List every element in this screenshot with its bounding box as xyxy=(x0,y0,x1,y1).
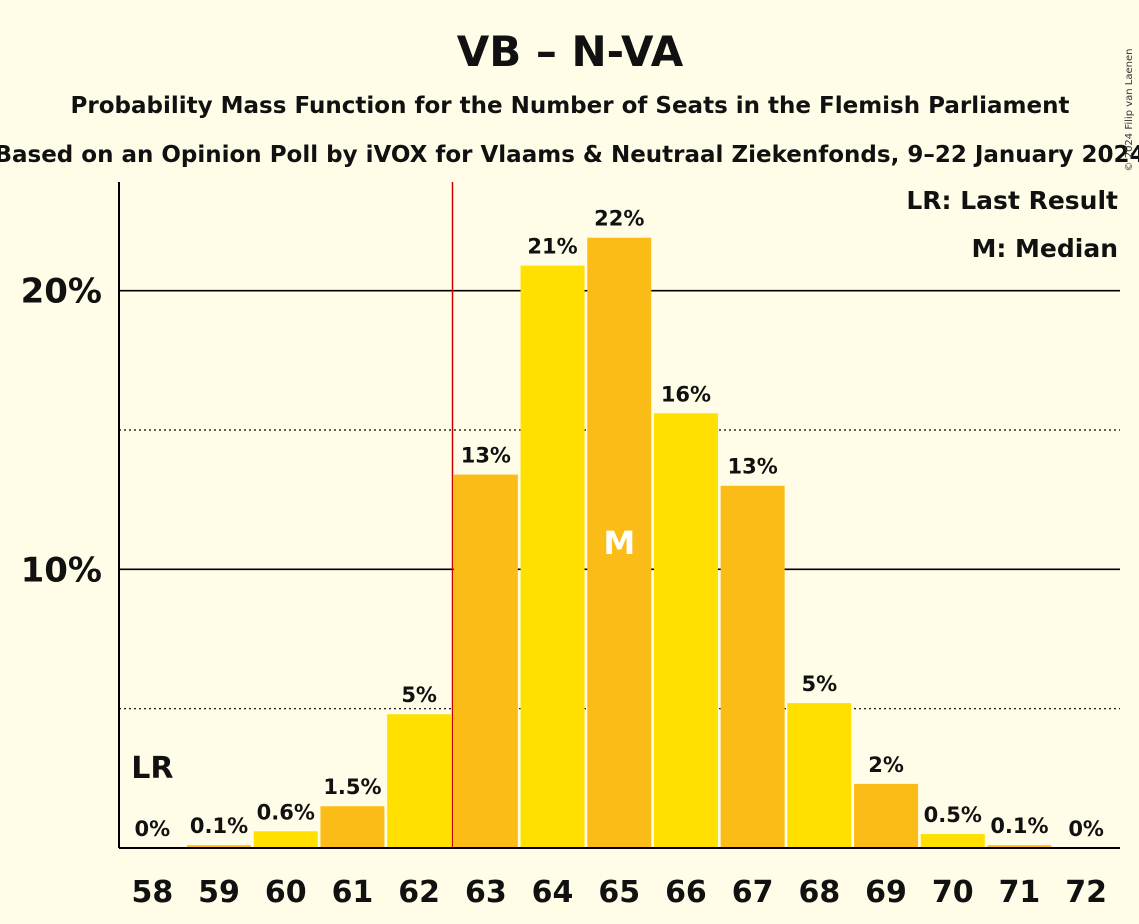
credit-text: © 2024 Filip van Laenen xyxy=(1124,49,1135,172)
value-label-62: 5% xyxy=(401,683,437,707)
bars xyxy=(187,237,1052,848)
x-tick-label-61: 61 xyxy=(332,875,374,910)
median-marker: M xyxy=(603,524,635,562)
bar-59 xyxy=(187,845,252,848)
last-result-marker: LR xyxy=(131,751,173,786)
value-label-70: 0.5% xyxy=(924,803,982,827)
bar-69 xyxy=(854,783,919,848)
value-label-64: 21% xyxy=(527,235,577,259)
bar-60 xyxy=(253,831,318,848)
chart-subtitle-2: Based on an Opinion Poll by iVOX for Vla… xyxy=(0,142,1139,168)
x-tick-label-70: 70 xyxy=(932,875,974,910)
x-tick-labels: 58 59 60 61 62 63 64 65 66 67 68 69 70 71 72 xyxy=(131,875,1107,910)
x-tick-label-58: 58 xyxy=(131,875,173,910)
value-label-66: 16% xyxy=(661,382,711,406)
bar-64 xyxy=(520,265,585,848)
bar-70 xyxy=(920,834,985,848)
x-tick-label-62: 62 xyxy=(398,875,440,910)
chart-title: VB – N-VA xyxy=(457,27,684,76)
x-tick-label-71: 71 xyxy=(999,875,1041,910)
value-label-59: 0.1% xyxy=(190,814,248,838)
value-label-58: 0% xyxy=(135,817,171,841)
value-labels: 0% 0.1% 0.6% 1.5% 5% 13% 21% 22% 16% 13% 5% 2% 0.5% 0… xyxy=(135,207,1104,841)
x-tick-label-68: 68 xyxy=(798,875,840,910)
bar-71 xyxy=(987,845,1052,848)
legend-last-result: LR: Last Result xyxy=(906,186,1118,215)
x-tick-label-66: 66 xyxy=(665,875,707,910)
bar-62 xyxy=(387,714,452,848)
bar-66 xyxy=(653,413,718,848)
x-tick-label-67: 67 xyxy=(732,875,774,910)
value-label-67: 13% xyxy=(728,455,778,479)
value-label-69: 2% xyxy=(868,753,904,777)
y-tick-label: 10% xyxy=(21,550,102,590)
y-tick-label: 20% xyxy=(21,272,102,312)
value-label-72: 0% xyxy=(1068,817,1104,841)
value-label-65: 22% xyxy=(594,207,644,231)
x-tick-label-65: 65 xyxy=(598,875,640,910)
annotations: LR M xyxy=(131,182,635,848)
x-tick-label-63: 63 xyxy=(465,875,507,910)
x-tick-label-69: 69 xyxy=(865,875,907,910)
chart-subtitle-1: Probability Mass Function for the Number… xyxy=(71,93,1070,119)
y-tick-labels: 10% 20% xyxy=(21,272,102,591)
x-tick-label-72: 72 xyxy=(1065,875,1107,910)
value-label-60: 0.6% xyxy=(257,800,315,824)
bar-65 xyxy=(587,237,652,848)
bar-63 xyxy=(453,474,518,848)
value-label-71: 0.1% xyxy=(990,814,1048,838)
bar-67 xyxy=(720,485,785,848)
x-tick-label-64: 64 xyxy=(532,875,574,910)
bar-68 xyxy=(787,703,852,848)
x-tick-label-59: 59 xyxy=(198,875,240,910)
bar-61 xyxy=(320,806,385,848)
legend-median: M: Median xyxy=(971,234,1118,263)
value-label-63: 13% xyxy=(461,444,511,468)
value-label-68: 5% xyxy=(802,672,838,696)
x-tick-label-60: 60 xyxy=(265,875,307,910)
value-label-61: 1.5% xyxy=(323,775,381,799)
